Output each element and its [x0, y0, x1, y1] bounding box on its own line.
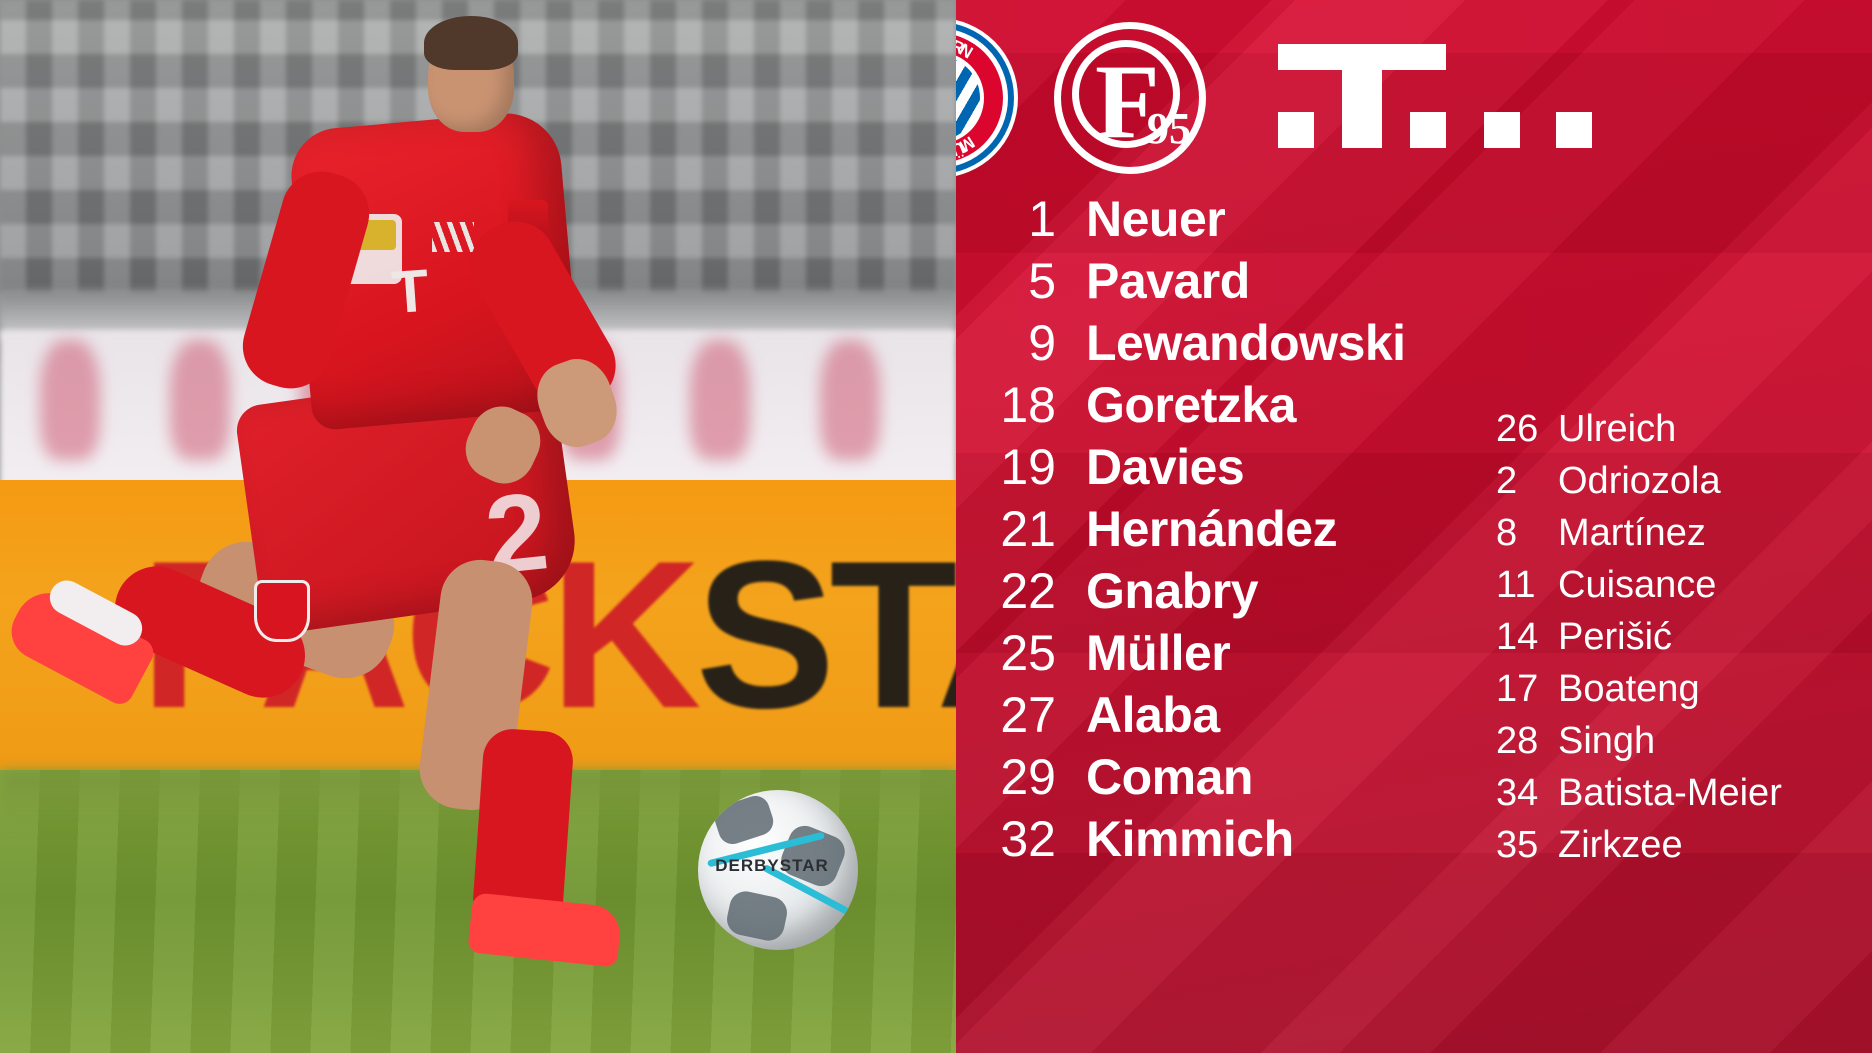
fortuna-letter: F — [1095, 43, 1160, 160]
bench-row[interactable]: 8 Martínez — [1496, 512, 1872, 564]
player-number: 25 — [1000, 625, 1056, 681]
player-number: 27 — [1000, 687, 1056, 743]
bench-number: 17 — [1496, 668, 1539, 710]
advert-text-sta: STA — [695, 517, 956, 752]
player-name: Alaba — [1086, 687, 1220, 743]
bench-name: Batista-Meier — [1558, 772, 1782, 814]
bench-number: 11 — [1496, 564, 1536, 606]
lineup-row[interactable]: 18 Goretzka — [956, 376, 1476, 438]
lineup-row[interactable]: 32 Kimmich — [956, 810, 1476, 872]
bench-name: Singh — [1558, 720, 1656, 762]
player-name: Müller — [1086, 625, 1231, 681]
bayern-wordmark: MÜNCHEN — [956, 132, 978, 162]
player-name: Hernández — [1086, 501, 1338, 557]
player-name: Lewandowski — [1086, 315, 1406, 371]
player-number: 29 — [1000, 749, 1056, 805]
match-ball: DERBYSTAR — [698, 790, 858, 950]
fortuna-year: 95 — [1147, 104, 1191, 153]
bench-row[interactable]: 34 Batista-Meier — [1496, 772, 1872, 824]
player-figure: 2 T — [1, 16, 631, 968]
bench-number: 26 — [1496, 408, 1539, 450]
player-number: 21 — [1000, 501, 1056, 557]
player-name: Kimmich — [1086, 811, 1294, 867]
bench-number: 14 — [1496, 616, 1539, 658]
bench-name: Odriozola — [1558, 460, 1721, 502]
bench-row[interactable]: 26 Ulreich — [1496, 408, 1872, 460]
lineup-row[interactable]: 9 Lewandowski — [956, 314, 1476, 376]
starting-xi-list: 1 Neuer 5 Pavard 9 Lewandowski 18 Goretzka 1… — [956, 190, 1476, 872]
fortuna-dusseldorf-crest-icon: F 95 — [1054, 22, 1206, 174]
lineup-row[interactable]: 21 Hernández — [956, 500, 1476, 562]
bench-number: 28 — [1496, 720, 1539, 762]
substitutes-list: 26 Ulreich 2 Odriozola 8 Martínez 11 Cuisanc… — [1496, 408, 1872, 876]
player-name: Neuer — [1086, 191, 1226, 247]
logo-row: F 95 — [956, 0, 1872, 190]
bench-row[interactable]: 17 Boateng — [1496, 668, 1872, 720]
player-number: 19 — [1000, 439, 1056, 495]
lineup-row[interactable]: 5 Pavard — [956, 252, 1476, 314]
bench-name: Martínez — [1558, 512, 1706, 554]
player-number: 22 — [1000, 563, 1056, 619]
bench-number: 34 — [1496, 772, 1539, 814]
lineup-row[interactable]: 1 Neuer — [956, 190, 1476, 252]
bench-number: 35 — [1496, 824, 1539, 866]
bench-row[interactable]: 2 Odriozola — [1496, 460, 1872, 512]
bench-row[interactable]: 11 Cuisance — [1496, 564, 1872, 616]
player-name: Coman — [1086, 749, 1253, 805]
adidas-stripes-icon — [432, 222, 474, 252]
player-number: 9 — [1028, 315, 1056, 371]
bench-number: 2 — [1496, 460, 1518, 502]
shorts-crest — [254, 580, 310, 642]
bench-name: Boateng — [1558, 668, 1700, 710]
player-number: 18 — [1000, 377, 1056, 433]
fc-bayern-crest-icon-main: FC BAYERNMÜNCHEN — [956, 18, 1018, 178]
lineup-row[interactable]: 29 Coman — [956, 748, 1476, 810]
bench-row[interactable]: 14 Perišić — [1496, 616, 1872, 668]
player-name: Gnabry — [1086, 563, 1259, 619]
player-number: 1 — [1028, 191, 1056, 247]
lineup-row[interactable]: 25 Müller — [956, 624, 1476, 686]
bench-row[interactable]: 28 Singh — [1496, 720, 1872, 772]
player-name: Davies — [1086, 439, 1245, 495]
bench-row[interactable]: 35 Zirkzee — [1496, 824, 1872, 876]
lineup-row[interactable]: 22 Gnabry — [956, 562, 1476, 624]
player-name: Goretzka — [1086, 377, 1296, 433]
bench-name: Cuisance — [1558, 564, 1717, 606]
player-name: Pavard — [1086, 253, 1250, 309]
lineup-row[interactable]: 19 Davies — [956, 438, 1476, 500]
telekom-logo-icon — [1256, 44, 1592, 148]
bench-name: Perišić — [1558, 616, 1673, 658]
player-photo: PACKSTA 2 T DERBYSTAR — [0, 0, 956, 1053]
lineup-row[interactable]: 27 Alaba — [956, 686, 1476, 748]
player-number: 32 — [1000, 811, 1056, 867]
player-number: 5 — [1028, 253, 1056, 309]
bench-name: Zirkzee — [1558, 824, 1683, 866]
ball-brand-text: DERBYSTAR — [715, 856, 829, 875]
bench-name: Ulreich — [1558, 408, 1677, 450]
bench-number: 8 — [1496, 512, 1518, 554]
